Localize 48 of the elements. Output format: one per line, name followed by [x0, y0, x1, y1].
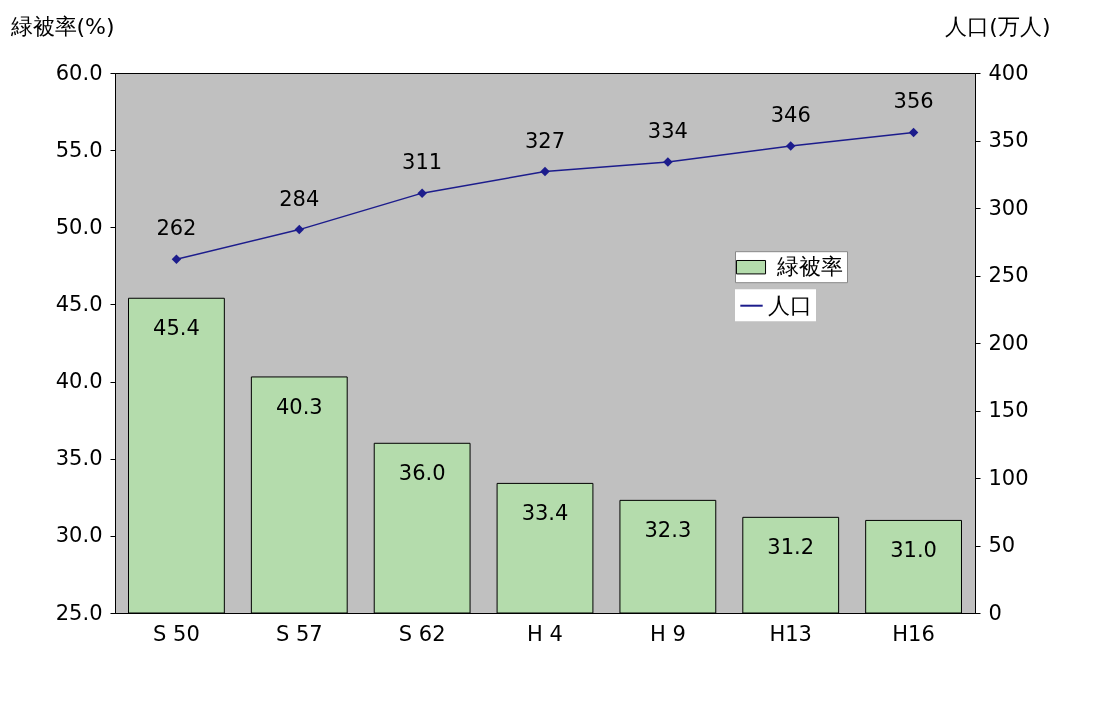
data-label: 40.3 — [275, 394, 323, 419]
x-tick-label: H 9 — [649, 621, 686, 646]
x-tick-label: H13 — [769, 621, 812, 646]
y2-axis-title: 人口(万人) — [945, 13, 1051, 39]
x-tick-label: H16 — [892, 621, 935, 646]
y-tick-label: 35.0 — [55, 446, 103, 471]
data-label: 346 — [770, 102, 811, 127]
x-tick-label: S 50 — [153, 621, 200, 646]
point — [417, 188, 427, 198]
data-label: 262 — [156, 216, 197, 241]
point — [908, 127, 919, 138]
y-tick-label: 25.0 — [55, 600, 103, 625]
y2-tick-label: 0 — [988, 600, 1002, 625]
data-label: 311 — [402, 150, 443, 175]
data-label: 31.0 — [890, 538, 937, 563]
point — [540, 166, 550, 177]
y2-tick-label: 400 — [988, 60, 1029, 85]
y-tick-label: 50.0 — [55, 214, 103, 239]
y2-tick-label: 350 — [988, 128, 1029, 152]
y-tick-label: 55.0 — [55, 137, 103, 162]
data-label: 31.2 — [767, 535, 815, 560]
data-label: 36.0 — [398, 461, 446, 486]
y-tick-label: 60.0 — [55, 60, 103, 85]
point — [785, 141, 796, 151]
y2-tick-label: 150 — [988, 398, 1029, 422]
y2-tick-label: 100 — [988, 465, 1029, 490]
y-tick-label: 30.0 — [55, 523, 103, 548]
legend-label: 人口 — [768, 292, 812, 318]
data-label: 32.3 — [644, 518, 692, 543]
y-axis-title: 緑被率(%) — [9, 13, 115, 39]
data-label: 33.4 — [521, 501, 569, 526]
y2-tick-label: 300 — [988, 195, 1029, 220]
y2-tick-label: 200 — [988, 330, 1029, 355]
x-tick-label: S 57 — [275, 621, 323, 646]
x-tick-label: H 4 — [527, 621, 563, 646]
y-tick-label: 40.0 — [55, 369, 103, 394]
legend-label: 緑被率 — [776, 254, 843, 280]
y2-tick-label: 50 — [988, 533, 1016, 557]
point — [294, 224, 305, 235]
x-tick-label: S 62 — [398, 621, 446, 646]
data-label: 327 — [524, 128, 566, 153]
data-label: 356 — [893, 89, 934, 114]
data-label: 284 — [279, 186, 320, 211]
point — [171, 254, 182, 265]
data-label: 45.4 — [153, 316, 200, 341]
data-label: 334 — [647, 119, 688, 144]
y-tick-label: 45.0 — [55, 291, 103, 316]
y2-tick-label: 250 — [988, 263, 1029, 287]
